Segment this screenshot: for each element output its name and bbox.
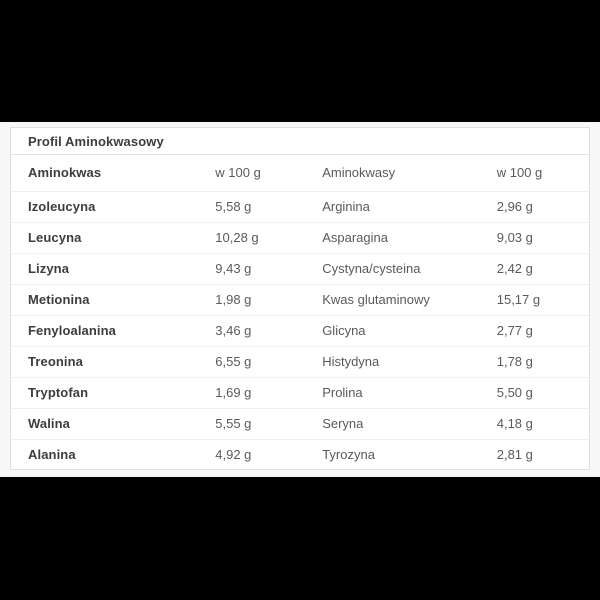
table-body: Izoleucyna 5,58 g Arginina 2,96 g Leucyn…	[11, 190, 589, 470]
amino-name-left: Treonina	[11, 345, 199, 377]
amino-name-left: Fenyloalanina	[11, 314, 199, 346]
amino-value-right: 9,03 g	[479, 221, 589, 253]
amino-value-right: 2,81 g	[479, 438, 589, 470]
amino-name-left: Tryptofan	[11, 376, 199, 408]
table-row: Treonina 6,55 g Histydyna 1,78 g	[11, 345, 589, 377]
col-header-amount-right: w 100 g	[496, 165, 543, 181]
table-row: Izoleucyna 5,58 g Arginina 2,96 g	[11, 190, 589, 222]
col-header-amount-left: w 100 g	[215, 165, 261, 181]
amino-name-right: Tyrozyna	[305, 438, 480, 470]
amino-name-right: Glicyna	[305, 314, 480, 346]
table-row: Metionina 1,98 g Kwas glutaminowy 15,17 …	[11, 283, 589, 315]
amino-value-left: 4,92 g	[198, 438, 306, 470]
amino-acid-profile-card: Profil Aminokwasowy Aminokwas w 100 g Am…	[10, 127, 590, 470]
amino-value-left: 1,69 g	[198, 376, 306, 408]
amino-value-left: 9,43 g	[198, 252, 306, 284]
amino-name-left: Izoleucyna	[11, 190, 199, 222]
amino-name-right: Kwas glutaminowy	[305, 283, 480, 315]
amino-value-right: 2,42 g	[479, 252, 589, 284]
table-header-row: Aminokwas w 100 g Aminokwasy w 100 g	[11, 155, 589, 191]
amino-acid-table: Aminokwas w 100 g Aminokwasy w 100 g Izo…	[11, 155, 589, 470]
amino-value-right: 2,77 g	[479, 314, 589, 346]
amino-name-right: Cystyna/cysteina	[305, 252, 480, 284]
amino-name-right: Arginina	[305, 190, 480, 222]
amino-name-right: Histydyna	[305, 345, 480, 377]
table-row: Lizyna 9,43 g Cystyna/cysteina 2,42 g	[11, 252, 589, 284]
amino-value-right: 15,17 g	[479, 283, 589, 315]
table-row: Walina 5,55 g Seryna 4,18 g	[11, 407, 589, 439]
amino-value-right: 5,50 g	[479, 376, 589, 408]
amino-name-left: Leucyna	[11, 221, 199, 253]
table-row: Fenyloalanina 3,46 g Glicyna 2,77 g	[11, 314, 589, 346]
amino-value-left: 1,98 g	[198, 283, 306, 315]
table-row: Leucyna 10,28 g Asparagina 9,03 g	[11, 221, 589, 253]
col-header-name-right: Aminokwasy	[322, 165, 396, 181]
amino-name-left: Metionina	[11, 283, 199, 315]
table-row: Tryptofan 1,69 g Prolina 5,50 g	[11, 376, 589, 408]
amino-name-left: Walina	[11, 407, 199, 439]
amino-value-left: 5,58 g	[198, 190, 306, 222]
amino-name-left: Alanina	[11, 438, 199, 470]
amino-value-left: 5,55 g	[198, 407, 306, 439]
amino-value-left: 6,55 g	[198, 345, 306, 377]
col-header-name-left: Aminokwas	[28, 165, 102, 181]
amino-value-left: 3,46 g	[198, 314, 306, 346]
amino-value-right: 4,18 g	[479, 407, 589, 439]
amino-value-left: 10,28 g	[198, 221, 306, 253]
page-content-strip: Profil Aminokwasowy Aminokwas w 100 g Am…	[0, 122, 600, 477]
amino-name-left: Lizyna	[11, 252, 199, 284]
table-row: Alanina 4,92 g Tyrozyna 2,81 g	[11, 438, 589, 470]
amino-name-right: Asparagina	[305, 221, 480, 253]
card-title: Profil Aminokwasowy	[11, 128, 589, 155]
table-header: Aminokwas w 100 g Aminokwasy w 100 g	[11, 155, 589, 191]
amino-value-right: 2,96 g	[479, 190, 589, 222]
amino-name-right: Seryna	[305, 407, 480, 439]
amino-name-right: Prolina	[305, 376, 480, 408]
amino-value-right: 1,78 g	[479, 345, 589, 377]
